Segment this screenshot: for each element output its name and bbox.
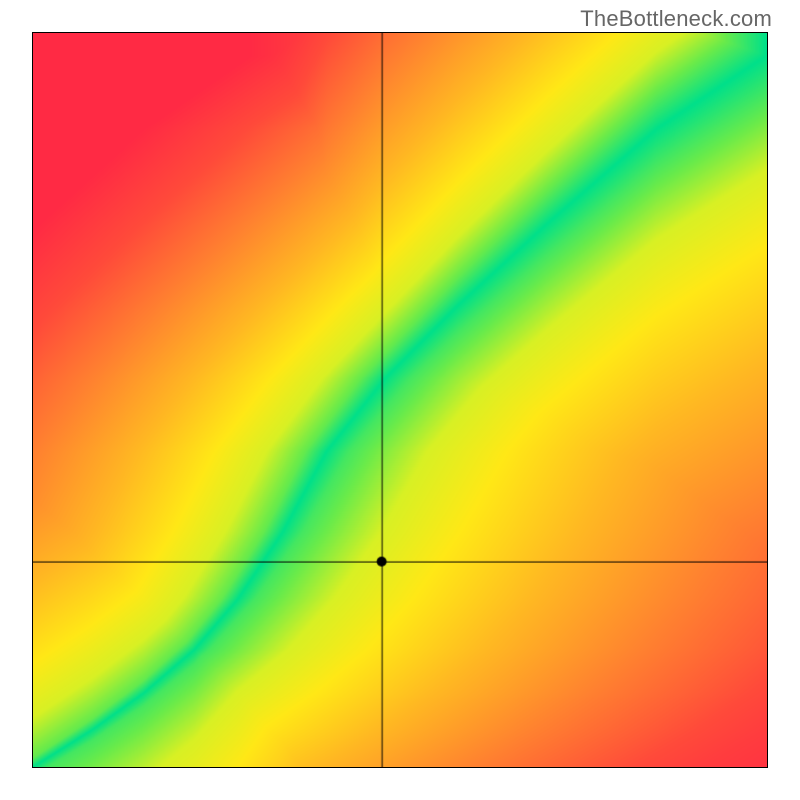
watermark-text: TheBottleneck.com bbox=[580, 6, 772, 32]
heatmap-chart bbox=[32, 32, 768, 768]
heatmap-canvas bbox=[33, 33, 767, 767]
